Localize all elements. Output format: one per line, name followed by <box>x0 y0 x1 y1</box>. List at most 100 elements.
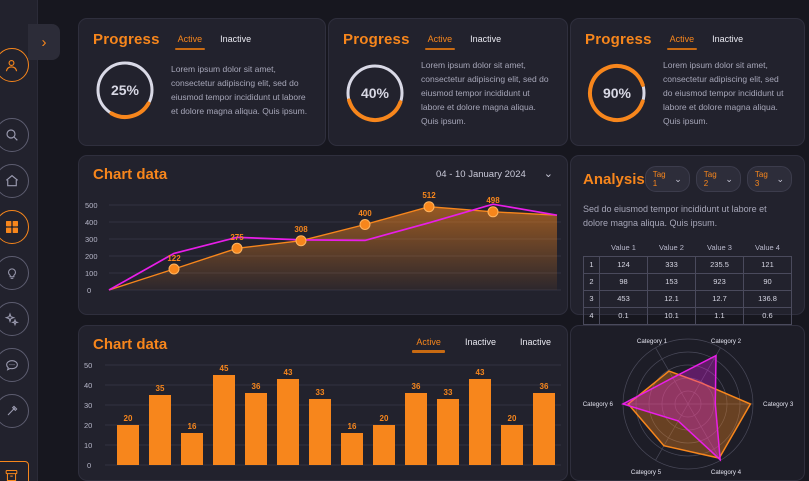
radar-label-category-3: Category 3 <box>763 401 794 408</box>
table-col-value-3: Value 3 <box>707 242 732 252</box>
line-chart-plot: 0 100 200 300 400 500 <box>79 185 567 307</box>
tab-inactive[interactable]: Inactive <box>220 34 252 44</box>
lightbulb-icon <box>4 265 20 281</box>
series-b-line <box>108 203 558 291</box>
radar-label-category-6: Category 6 <box>583 401 614 408</box>
chat-icon <box>4 357 20 373</box>
progress-donut: 25% <box>93 58 157 122</box>
sidebar-item-ai[interactable] <box>0 302 29 336</box>
table-cell: 3 <box>583 289 600 308</box>
progress-card-header: Progress Active Inactive <box>585 31 790 50</box>
progress-tabs: Active Inactive <box>174 31 252 50</box>
chevron-down-icon: ⌄ <box>725 173 733 184</box>
line-chart-header: Chart data 04 - 10 January 2024 ⌄ <box>79 156 567 185</box>
archive-icon <box>4 468 19 481</box>
tab-active[interactable]: Active <box>174 34 205 50</box>
progress-card: Progress Active Inactive 40% Lorem ipsum… <box>328 18 568 146</box>
progress-description: Lorem ipsum dolor sit amet, consectetur … <box>171 63 308 117</box>
search-icon <box>4 127 20 143</box>
table-col-value-4: Value 4 <box>755 242 780 252</box>
svg-text:36: 36 <box>412 382 421 391</box>
chevron-down-icon: ⌄ <box>776 173 784 184</box>
svg-text:400: 400 <box>358 209 372 218</box>
sparkle-icon <box>4 311 20 327</box>
tab-active[interactable]: Active <box>424 34 455 50</box>
sidebar-expand-button[interactable]: › <box>28 24 60 60</box>
svg-text:20: 20 <box>124 414 133 423</box>
table-cell: 333 <box>647 255 696 274</box>
page-title: Progress <box>585 31 652 48</box>
tag-filter-2-label: Tag 2 <box>703 170 717 188</box>
tab-active[interactable]: Active <box>666 34 697 50</box>
line-chart-svg: 0 100 200 300 400 500 <box>85 191 561 295</box>
svg-text:275: 275 <box>230 233 244 242</box>
bars <box>117 375 555 465</box>
sidebar-item-profile[interactable] <box>0 48 29 82</box>
svg-text:33: 33 <box>444 388 453 397</box>
page-title: Progress <box>93 31 160 48</box>
profile-icon <box>3 57 20 74</box>
wand-icon <box>4 403 20 419</box>
table-cell: 124 <box>599 255 648 274</box>
radar-label-category-1: Category 1 <box>637 338 668 345</box>
table-row[interactable]: 3 453 12.1 12.7 136.8 <box>583 289 792 308</box>
analysis-panel: Analysis Tag 1 ⌄ Tag 2 ⌄ Tag 3 ⌄ <box>570 155 805 342</box>
analysis-description: Sed do eiusmod tempor incididunt ut labo… <box>583 204 767 229</box>
sidebar-item-home[interactable] <box>0 164 29 198</box>
tab-inactive-2[interactable]: Inactive <box>519 336 551 347</box>
progress-description: Lorem ipsum dolor sit amet, consectetur … <box>663 60 784 127</box>
table-cell: 453 <box>599 289 648 308</box>
progress-donut: 90% <box>585 61 649 125</box>
table-row[interactable]: 1 124 333 235.5 121 <box>583 255 792 274</box>
tag-filter-3[interactable]: Tag 3 ⌄ <box>746 166 792 192</box>
bar-chart-header: Chart data Active Inactive Inactive <box>79 326 567 355</box>
table-cell: 153 <box>647 272 696 291</box>
radar-chart-panel: Category 1 Category 2 Category 3 Categor… <box>570 325 805 481</box>
svg-text:36: 36 <box>252 382 261 391</box>
svg-text:40: 40 <box>84 381 92 390</box>
progress-percent: 25% <box>110 82 140 98</box>
tag-filter-2[interactable]: Tag 2 ⌄ <box>695 166 741 192</box>
tag-filter-1[interactable]: Tag 1 ⌄ <box>644 166 690 192</box>
table-cell: 1.1 <box>695 306 744 325</box>
svg-text:0: 0 <box>87 286 91 295</box>
date-range-label: 04 - 10 January 2024 <box>435 169 526 180</box>
svg-text:308: 308 <box>294 225 308 234</box>
progress-card-body: 90% Lorem ipsum dolor sit amet, consecte… <box>585 58 790 128</box>
table-cell: 121 <box>743 255 792 274</box>
sidebar-item-insights[interactable] <box>0 256 29 290</box>
radar-axis-labels: Category 1 Category 2 Category 3 Categor… <box>583 338 794 476</box>
progress-card-body: 25% Lorem ipsum dolor sit amet, consecte… <box>93 58 311 122</box>
table-cell: 136.8 <box>743 289 792 308</box>
svg-text:50: 50 <box>84 361 92 370</box>
tab-active[interactable]: Active <box>412 337 445 353</box>
svg-text:300: 300 <box>85 235 98 244</box>
sidebar-item-tools[interactable] <box>0 394 29 428</box>
sidebar-item-dashboard[interactable] <box>0 210 29 244</box>
tab-inactive[interactable]: Inactive <box>470 34 502 44</box>
bar-chart-svg: 0 10 20 30 40 50 <box>84 361 561 470</box>
svg-text:498: 498 <box>486 196 500 205</box>
line-chart-panel: Chart data 04 - 10 January 2024 ⌄ <box>78 155 568 315</box>
series-a-markers <box>168 201 499 275</box>
radar-label-category-2: Category 2 <box>711 338 742 345</box>
main-canvas: Progress Active Inactive 25% Lorem ipsum… <box>38 0 809 481</box>
table-cell: 4 <box>583 306 600 325</box>
sidebar-item-archive[interactable] <box>0 461 29 481</box>
table-row[interactable]: 2 98 153 923 90 <box>583 272 792 291</box>
y-axis-labels: 0 10 20 30 40 50 <box>84 361 92 470</box>
table-row[interactable]: 4 0.1 10.1 1.1 0.6 <box>583 306 792 325</box>
progress-percent: 40% <box>360 85 390 102</box>
tab-inactive[interactable]: Inactive <box>712 34 744 44</box>
sidebar-item-chat[interactable] <box>0 348 29 382</box>
tab-inactive-1[interactable]: Inactive <box>464 336 496 347</box>
series-a-area <box>109 206 557 290</box>
svg-text:20: 20 <box>380 414 389 423</box>
bar-chart-tabs: Active Inactive Inactive <box>412 336 553 353</box>
radar-chart-svg: Category 1 Category 2 Category 3 Categor… <box>583 338 794 476</box>
svg-text:35: 35 <box>156 384 165 393</box>
radar-spokes <box>623 347 753 461</box>
sidebar-item-search[interactable] <box>0 118 29 152</box>
date-range-selector[interactable]: 04 - 10 January 2024 ⌄ <box>435 169 553 181</box>
